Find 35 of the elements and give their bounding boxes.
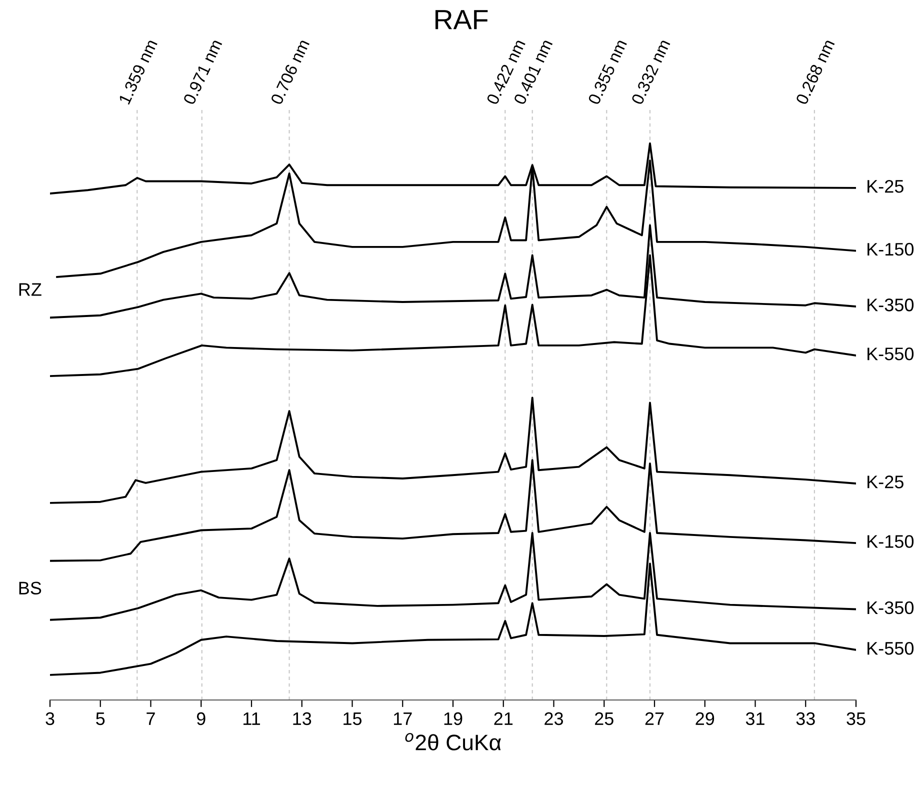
x-axis-title: $^{o}$2θ CuKα	[405, 732, 501, 750]
x-tick-label: 29	[696, 712, 714, 726]
series-label: K-350	[868, 298, 914, 312]
text: BS	[19, 582, 42, 594]
ref-line-label: 1.359 nm	[118, 38, 158, 105]
ref-line-label: 0.332 nm	[631, 38, 670, 106]
x-tick-label: 3	[46, 712, 54, 726]
x-tick-label: 23	[544, 712, 563, 726]
ref-line-label: 0.268 nm	[795, 38, 835, 106]
x-tick-label: 35	[846, 712, 866, 726]
series-label: K-150	[868, 242, 914, 256]
x-tick-label: 19	[444, 712, 462, 726]
ref-line-label: 0.706 nm	[270, 38, 310, 106]
series-label: K-550	[868, 348, 914, 360]
x-tick-label: 25	[594, 712, 614, 726]
x-tick-label: 27	[645, 712, 664, 725]
x-tick-label: 11	[244, 712, 260, 725]
text: RZ	[19, 283, 42, 296]
x-tick-label: 7	[146, 712, 155, 725]
series-label: K-25	[868, 476, 904, 488]
x-tick-label: 33	[796, 712, 815, 726]
x-tick-label: 13	[293, 712, 312, 726]
x-tick-label: 5	[96, 712, 105, 726]
chart-title: RAF	[436, 10, 488, 30]
x-tick-label: 15	[344, 712, 362, 726]
x-tick-label: 31	[746, 712, 764, 726]
x-tick-label: 17	[394, 712, 412, 725]
series-label: K-150	[868, 535, 914, 548]
ref-line-label: 0.355 nm	[588, 38, 628, 106]
series-label: K-550	[868, 642, 914, 655]
ref-line-label: 0.971 nm	[182, 38, 222, 106]
series-label: K-25	[868, 180, 904, 193]
x-tick-label: 21	[494, 712, 513, 725]
x-tick-label: 9	[196, 712, 206, 726]
series-label: K-350	[868, 601, 914, 614]
